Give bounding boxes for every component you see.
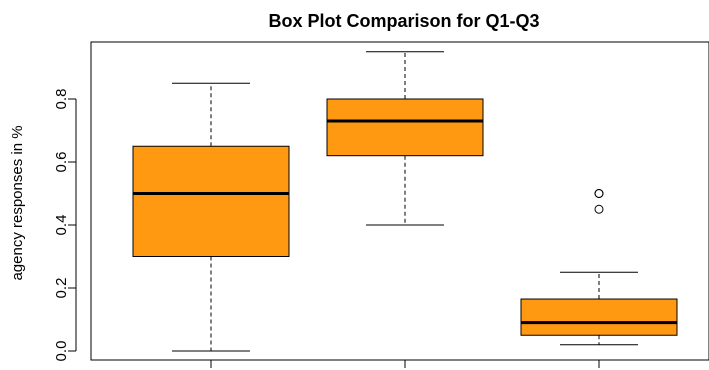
y-axis-label: agency responses in % <box>9 125 26 280</box>
x-axis <box>210 359 600 368</box>
box-1 <box>132 145 290 257</box>
y-tick-label-5: 0.8 <box>53 89 70 110</box>
y-tick-label-1: 0.0 <box>53 341 70 362</box>
chart-title: Box Plot Comparison for Q1-Q3 <box>268 11 539 31</box>
y-tick-label-3: 0.4 <box>53 215 70 236</box>
y-tick-label-2: 0.2 <box>53 278 70 299</box>
outlier-point-3-3 <box>594 189 604 198</box>
box-2 <box>326 98 484 157</box>
box-3 <box>520 298 678 336</box>
boxes-group <box>132 51 678 352</box>
y-axis: 0.0 0.2 0.4 0.6 0.8 <box>53 89 77 362</box>
outlier-point-3-1 <box>594 204 604 214</box>
y-tick-label-4: 0.6 <box>53 152 70 173</box>
